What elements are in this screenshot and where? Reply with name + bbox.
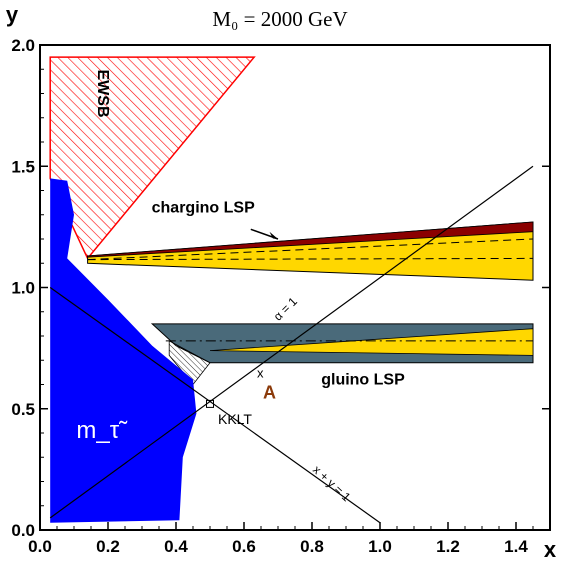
region-ewsb [49, 56, 256, 260]
point-a-marker: x [257, 365, 264, 380]
x-tick-label: 0.2 [96, 537, 120, 556]
region-gluino-yellow [209, 328, 534, 356]
line-x-plus-y [49, 287, 381, 524]
regions-layer [49, 56, 534, 523]
x-tick-label: 1.2 [436, 537, 460, 556]
chart-title: M₀ = 2000 GeV [212, 7, 347, 31]
line-alpha [49, 165, 534, 519]
x-tick-label: 0.6 [232, 537, 256, 556]
y-tick-label: 0.0 [11, 521, 35, 540]
y-axis-label: y [6, 2, 19, 27]
chargino-arrow-head [269, 231, 278, 239]
y-tick-label: 1.5 [11, 157, 35, 176]
x-tick-label: 0.8 [300, 537, 324, 556]
x-axis-label: x [544, 537, 557, 562]
gluino-lsp-label: gluino LSP [321, 372, 405, 389]
point-a-label: A [263, 382, 276, 402]
y-ticks: 0.0 0.5 1.0 1.5 2.0 [11, 36, 550, 540]
x-tick-label: 0.0 [28, 537, 52, 556]
x-tick-label: 1.4 [504, 537, 528, 556]
ewsb-label: EWSB [94, 70, 111, 118]
y-tick-label: 0.5 [11, 400, 35, 419]
y-tick-label: 1.0 [11, 279, 35, 298]
lines-layer [49, 165, 534, 524]
chargino-dashed-curve-2 [87, 257, 534, 261]
xy-line-label: x + y = 1 [310, 463, 353, 505]
x-tick-label: 0.4 [164, 537, 188, 556]
alpha-line-label: α = 1 [271, 294, 300, 323]
y-tick-label: 2.0 [11, 36, 35, 55]
kklt-label: KKLT [218, 411, 252, 427]
x-tick-label: 1.0 [368, 537, 392, 556]
x-ticks: 0.0 0.2 0.4 0.6 0.8 1.0 1.2 1.4 [28, 522, 551, 556]
region-stau-lsp [50, 178, 197, 523]
kklt-point [206, 399, 214, 408]
region-chargino-edge [87, 221, 534, 258]
chargino-dashed-curve-1 [87, 238, 534, 261]
chargino-lsp-label: chargino LSP [152, 199, 255, 216]
